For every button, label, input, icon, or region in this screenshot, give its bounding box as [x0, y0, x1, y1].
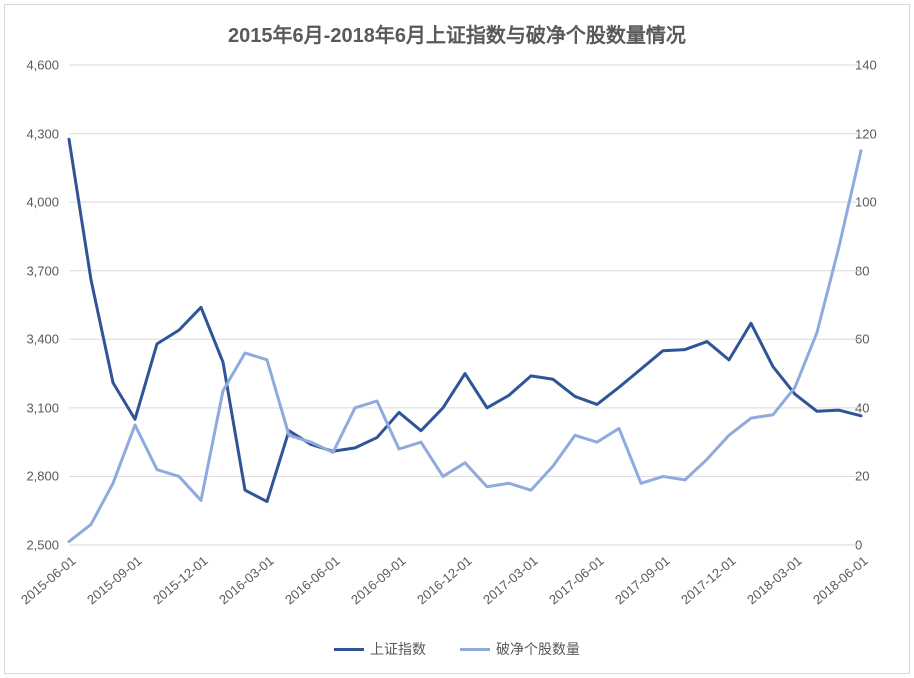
x-tick: 2017-06-01: [546, 553, 607, 607]
legend-item-below-net: 破净个股数量: [460, 639, 580, 659]
y-right-tick: 40: [855, 400, 905, 415]
y-right-tick: 140: [855, 58, 905, 73]
x-tick: 2017-03-01: [480, 553, 541, 607]
y-axis-left: 2,5002,8003,1003,4003,7004,0004,3004,600: [9, 65, 65, 545]
x-tick: 2016-03-01: [216, 553, 277, 607]
x-tick: 2016-06-01: [282, 553, 343, 607]
y-right-tick: 60: [855, 332, 905, 347]
y-left-tick: 4,300: [9, 126, 59, 141]
legend-swatch-below-net: [460, 648, 490, 651]
gridlines: [69, 65, 861, 545]
x-tick: 2015-06-01: [18, 553, 79, 607]
x-tick: 2015-09-01: [84, 553, 145, 607]
y-left-tick: 3,400: [9, 332, 59, 347]
legend-label-index: 上证指数: [370, 639, 426, 659]
legend-item-index: 上证指数: [334, 639, 426, 659]
legend-label-below-net: 破净个股数量: [496, 639, 580, 659]
y-left-tick: 4,000: [9, 195, 59, 210]
legend-swatch-index: [334, 648, 364, 651]
chart-container: 2015年6月-2018年6月上证指数与破净个股数量情况 2,500 2,800 3…: [4, 4, 910, 674]
y-right-tick: 80: [855, 263, 905, 278]
y-left-tick: 2,800: [9, 469, 59, 484]
plot-area: [69, 65, 861, 545]
series-line-index: [69, 139, 861, 501]
x-tick: 2017-09-01: [612, 553, 673, 607]
x-tick: 2017-12-01: [678, 553, 739, 607]
y-left-tick: 3,100: [9, 400, 59, 415]
x-tick: 2016-12-01: [414, 553, 475, 607]
x-tick: 2018-06-01: [810, 553, 871, 607]
chart-title: 2015年6月-2018年6月上证指数与破净个股数量情况: [5, 19, 909, 48]
series-group: [69, 139, 861, 541]
y-left-tick: 2,500: [9, 538, 59, 553]
x-tick: 2015-12-01: [150, 553, 211, 607]
y-right-tick: 100: [855, 195, 905, 210]
plot-svg: [69, 65, 861, 545]
series-line-below-net: [69, 151, 861, 542]
y-left-tick: 4,600: [9, 58, 59, 73]
x-axis: 2015-06-012015-09-012015-12-012016-03-01…: [69, 545, 861, 623]
legend: 上证指数 破净个股数量: [5, 639, 909, 659]
y-right-tick: 0: [855, 538, 905, 553]
x-tick: 2018-03-01: [744, 553, 805, 607]
y-right-tick: 120: [855, 126, 905, 141]
y-right-tick: 20: [855, 469, 905, 484]
y-left-tick: 3,700: [9, 263, 59, 278]
x-tick: 2016-09-01: [348, 553, 409, 607]
